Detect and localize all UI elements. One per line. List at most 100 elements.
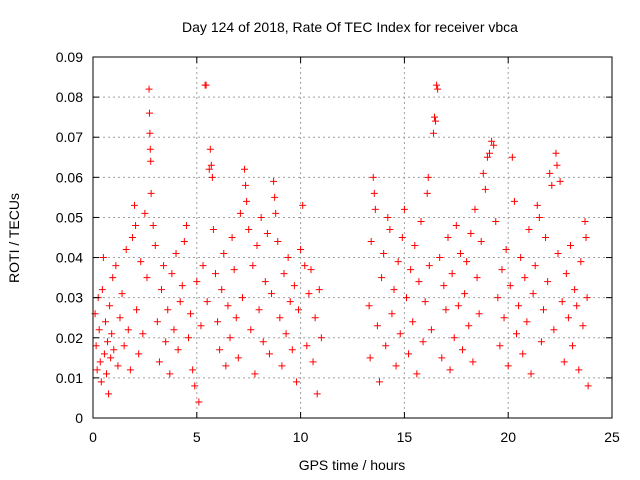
data-point <box>208 173 216 181</box>
y-tick-label: 0.04 <box>56 250 83 266</box>
data-point <box>315 286 323 294</box>
data-point <box>146 129 154 137</box>
data-point <box>98 286 106 294</box>
data-point <box>97 378 105 386</box>
data-point <box>259 338 267 346</box>
data-point <box>143 274 151 282</box>
data-point <box>490 141 498 149</box>
data-point <box>407 266 415 274</box>
data-point <box>581 217 589 225</box>
data-point <box>373 322 381 330</box>
data-point <box>486 149 494 157</box>
data-point <box>101 318 109 326</box>
data-point <box>102 370 110 378</box>
data-point <box>168 270 176 278</box>
data-point <box>160 262 168 270</box>
data-point <box>242 181 250 189</box>
data-point <box>197 322 205 330</box>
data-point <box>110 346 118 354</box>
data-point <box>471 205 479 213</box>
data-point <box>429 129 437 137</box>
data-point <box>230 266 238 274</box>
data-point <box>554 250 562 258</box>
data-point <box>366 354 374 362</box>
x-tick-label: 0 <box>89 429 97 445</box>
data-point <box>245 225 253 233</box>
data-point <box>402 294 410 302</box>
data-point <box>424 173 432 181</box>
data-point <box>176 298 184 306</box>
data-point <box>483 153 491 161</box>
data-point <box>205 165 213 173</box>
data-point <box>155 358 163 366</box>
data-point <box>311 314 319 322</box>
data-point <box>456 250 464 258</box>
y-tick-label: 0.07 <box>56 129 83 145</box>
data-point <box>116 314 124 322</box>
data-point <box>131 201 139 209</box>
data-point <box>313 390 321 398</box>
data-point <box>488 137 496 145</box>
data-point <box>270 177 278 185</box>
data-point <box>189 366 197 374</box>
data-point <box>247 326 255 334</box>
data-point <box>436 254 444 262</box>
data-point <box>525 225 533 233</box>
data-point <box>301 262 309 270</box>
data-point <box>575 366 583 374</box>
data-point <box>583 294 591 302</box>
data-point <box>481 185 489 193</box>
data-point <box>145 85 153 93</box>
data-point <box>251 370 259 378</box>
data-point <box>118 290 126 298</box>
data-point <box>162 338 170 346</box>
data-point <box>170 326 178 334</box>
data-point <box>371 205 379 213</box>
data-point <box>517 254 525 262</box>
data-point <box>241 165 249 173</box>
data-point <box>172 250 180 258</box>
data-point <box>236 209 244 217</box>
data-point <box>378 274 386 282</box>
x-tick-label: 5 <box>193 429 201 445</box>
data-point <box>265 350 273 358</box>
data-point <box>535 213 543 221</box>
data-point <box>286 298 294 306</box>
data-point <box>253 242 261 250</box>
data-point <box>207 161 215 169</box>
data-point <box>232 314 240 322</box>
data-point <box>220 250 228 258</box>
data-point <box>573 302 581 310</box>
data-point <box>382 342 390 350</box>
y-tick-label: 0.02 <box>56 330 83 346</box>
data-point <box>365 302 373 310</box>
data-point <box>187 310 195 318</box>
data-point <box>396 330 404 338</box>
data-point <box>238 294 246 302</box>
data-point <box>216 346 224 354</box>
data-point <box>174 346 182 354</box>
data-point <box>533 201 541 209</box>
data-point <box>288 346 296 354</box>
data-point <box>228 234 236 241</box>
data-point <box>544 278 552 286</box>
data-point <box>562 270 570 278</box>
data-point <box>218 286 226 294</box>
data-point <box>203 298 211 306</box>
data-point <box>433 81 441 89</box>
data-point <box>465 322 473 330</box>
data-point <box>184 334 192 342</box>
data-point <box>519 350 527 358</box>
data-point <box>257 213 265 221</box>
data-point <box>222 362 230 370</box>
data-point <box>477 238 485 246</box>
data-point <box>280 270 288 278</box>
data-point <box>147 157 155 165</box>
data-point <box>224 302 232 310</box>
data-point <box>438 354 446 362</box>
data-point <box>417 217 425 225</box>
data-point <box>556 177 564 185</box>
data-point <box>450 334 458 342</box>
x-tick-label: 20 <box>500 429 516 445</box>
data-point <box>299 201 307 209</box>
